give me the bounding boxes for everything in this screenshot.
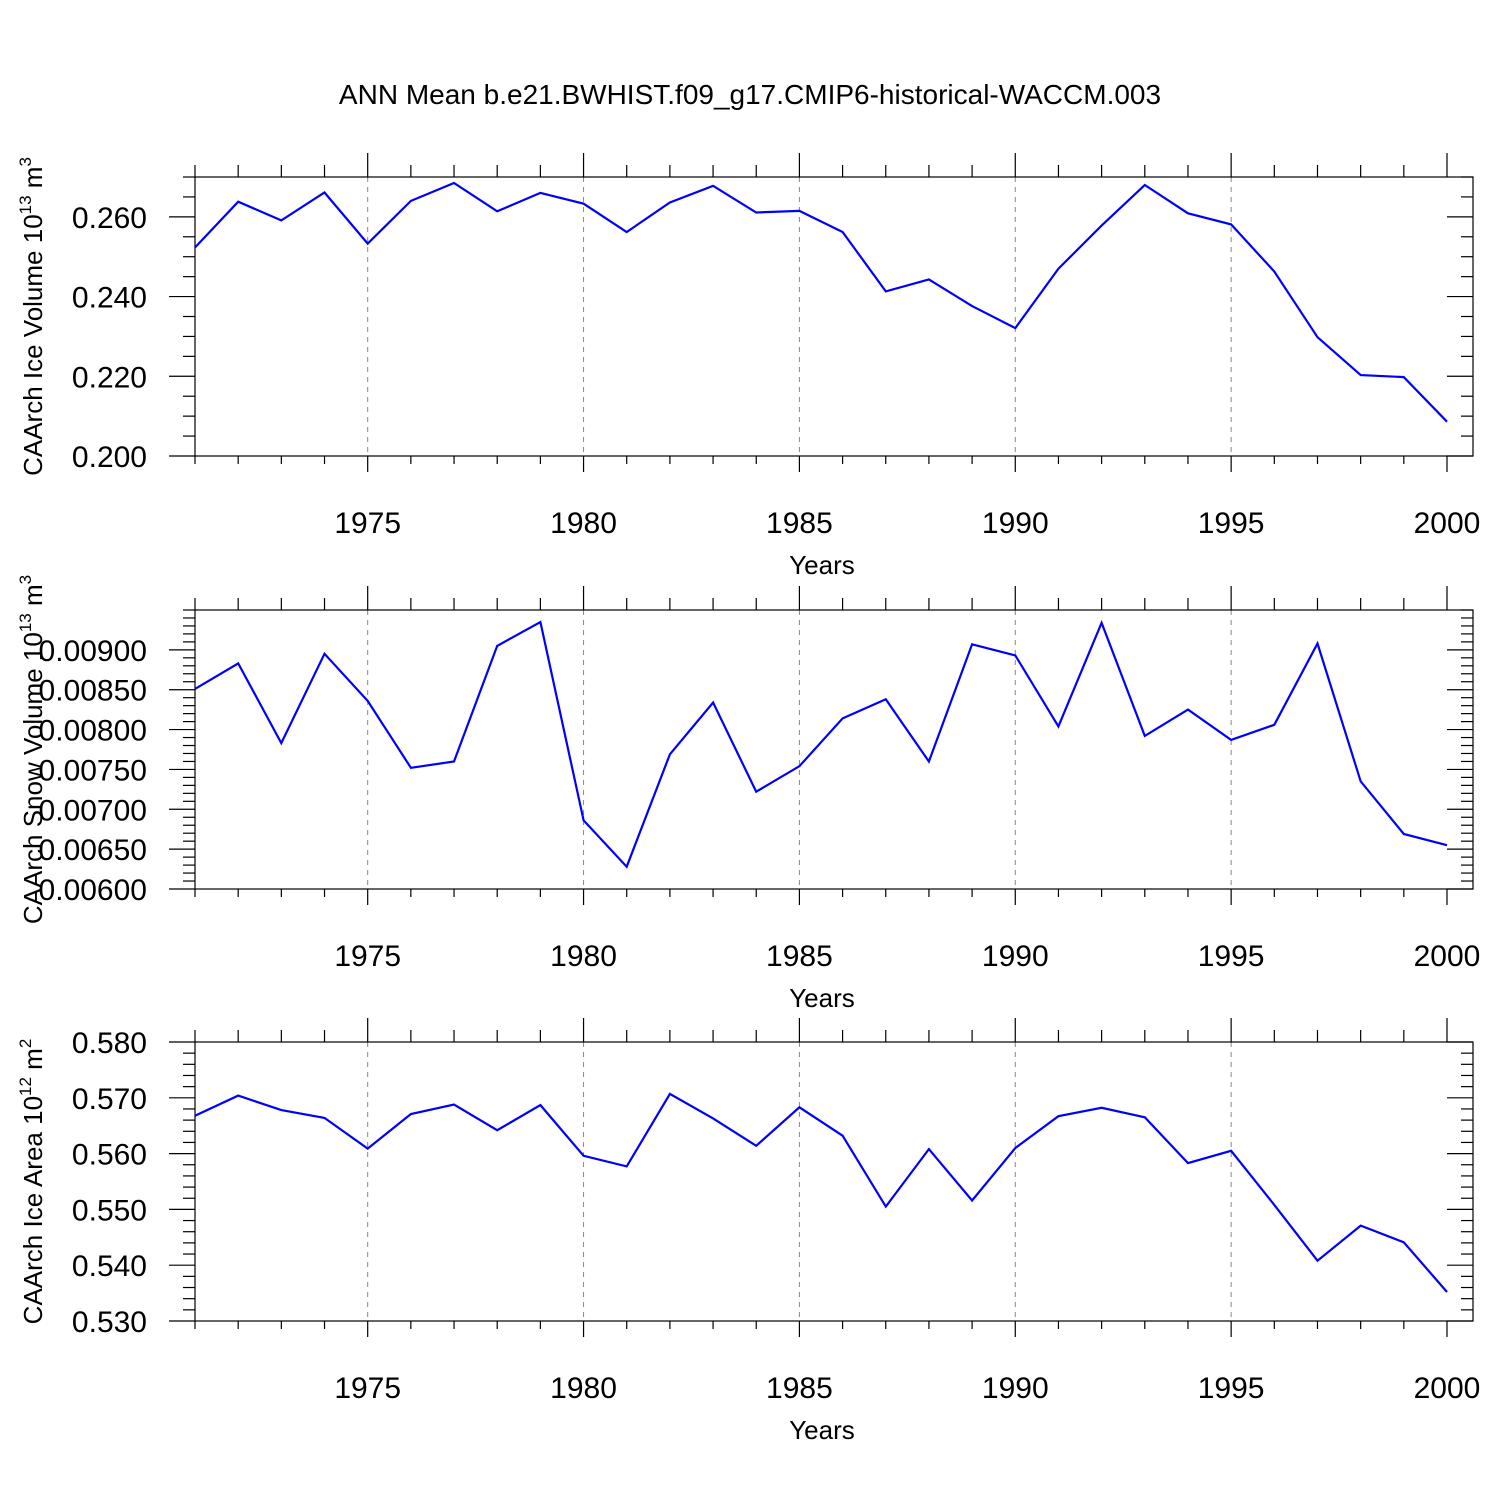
x-axis-label: Years (789, 1415, 855, 1445)
y-tick-label: 0.560 (72, 1139, 147, 1172)
y-axis-label-part: m (18, 584, 48, 613)
y-axis-label-superscript: 12 (16, 1077, 35, 1096)
plot-frame (194, 1041, 1474, 1322)
y-tick-label: 0.00850 (39, 675, 147, 708)
x-tick-label: 1985 (766, 940, 833, 973)
y-axis-label: CAArch Ice Volume 1013 m3 (16, 157, 48, 476)
y-axis-label: CAArch Ice Area 1012 m2 (16, 1039, 48, 1325)
y-tick-label: 0.00800 (39, 715, 147, 748)
series-line (194, 1092, 1448, 1293)
figure-title: ANN Mean b.e21.BWHIST.f09_g17.CMIP6-hist… (339, 79, 1161, 110)
plot-frame (194, 176, 1474, 457)
y-axis-label-part: CAArch Snow Volume 10 (18, 632, 48, 924)
x-tick-label: 1980 (550, 507, 617, 540)
x-tick-label: 1975 (334, 1372, 401, 1405)
plot-frame (194, 609, 1474, 890)
y-axis-label-part: m (18, 167, 48, 196)
series-line (194, 181, 1448, 423)
y-tick-label: 0.00700 (39, 794, 147, 827)
x-tick-label: 2000 (1414, 507, 1481, 540)
x-tick-label: 1985 (766, 1372, 833, 1405)
x-tick-label: 2000 (1414, 940, 1481, 973)
y-axis-label-part: CAArch Ice Area 10 (18, 1096, 48, 1324)
y-axis-label-part: m (18, 1048, 48, 1077)
x-tick-label: 1995 (1198, 1372, 1265, 1405)
x-axis-label: Years (789, 550, 855, 580)
x-tick-label: 1975 (334, 507, 401, 540)
y-tick-label: 0.220 (72, 361, 147, 394)
x-tick-label: 1975 (334, 940, 401, 973)
y-tick-label: 0.00650 (39, 834, 147, 867)
x-tick-label: 1985 (766, 507, 833, 540)
series-line (194, 619, 1448, 869)
y-tick-label: 0.550 (72, 1194, 147, 1227)
y-axis-label-superscript: 13 (16, 195, 35, 214)
y-axis-label-superscript: 2 (16, 1039, 35, 1048)
y-tick-label: 0.240 (72, 282, 147, 315)
chart-panel-3: 0.530 0.540 0.550 0.560 0.570 0.580 1975 1980 19… (16, 1018, 1480, 1445)
y-axis-label: CAArch Snow Volume 1013 m3 (16, 575, 48, 924)
panels: 0.200 0.220 0.240 0.260 1975 1980 1985 1990 1995… (16, 153, 1480, 1445)
y-tick-label: 0.00750 (39, 754, 147, 787)
y-tick-label: 0.570 (72, 1083, 147, 1116)
x-tick-label: 1990 (982, 507, 1049, 540)
x-tick-label: 2000 (1414, 1372, 1481, 1405)
y-tick-label: 0.00900 (39, 635, 147, 668)
x-tick-label: 1980 (550, 1372, 617, 1405)
y-axis-label-superscript: 3 (16, 575, 35, 584)
y-axis-label-superscript: 13 (16, 613, 35, 632)
x-tick-label: 1990 (982, 1372, 1049, 1405)
y-tick-label: 0.540 (72, 1250, 147, 1283)
x-tick-label: 1995 (1198, 507, 1265, 540)
y-axis-label-superscript: 3 (16, 157, 35, 166)
x-axis-label: Years (789, 983, 855, 1013)
x-tick-label: 1980 (550, 940, 617, 973)
chart-panel-2: 0.00600 0.00650 0.00700 0.00750 0.00800 0.008… (16, 575, 1480, 1013)
chart-panel-1: 0.200 0.220 0.240 0.260 1975 1980 1985 1990 1995… (16, 153, 1480, 580)
y-tick-label: 0.200 (72, 441, 147, 474)
x-tick-label: 1990 (982, 940, 1049, 973)
y-tick-label: 0.530 (72, 1306, 147, 1339)
y-axis-label-part: CAArch Ice Volume 10 (18, 214, 48, 476)
x-tick-label: 1995 (1198, 940, 1265, 973)
y-tick-label: 0.00600 (39, 874, 147, 907)
y-tick-label: 0.580 (72, 1027, 147, 1060)
y-tick-label: 0.260 (72, 202, 147, 235)
